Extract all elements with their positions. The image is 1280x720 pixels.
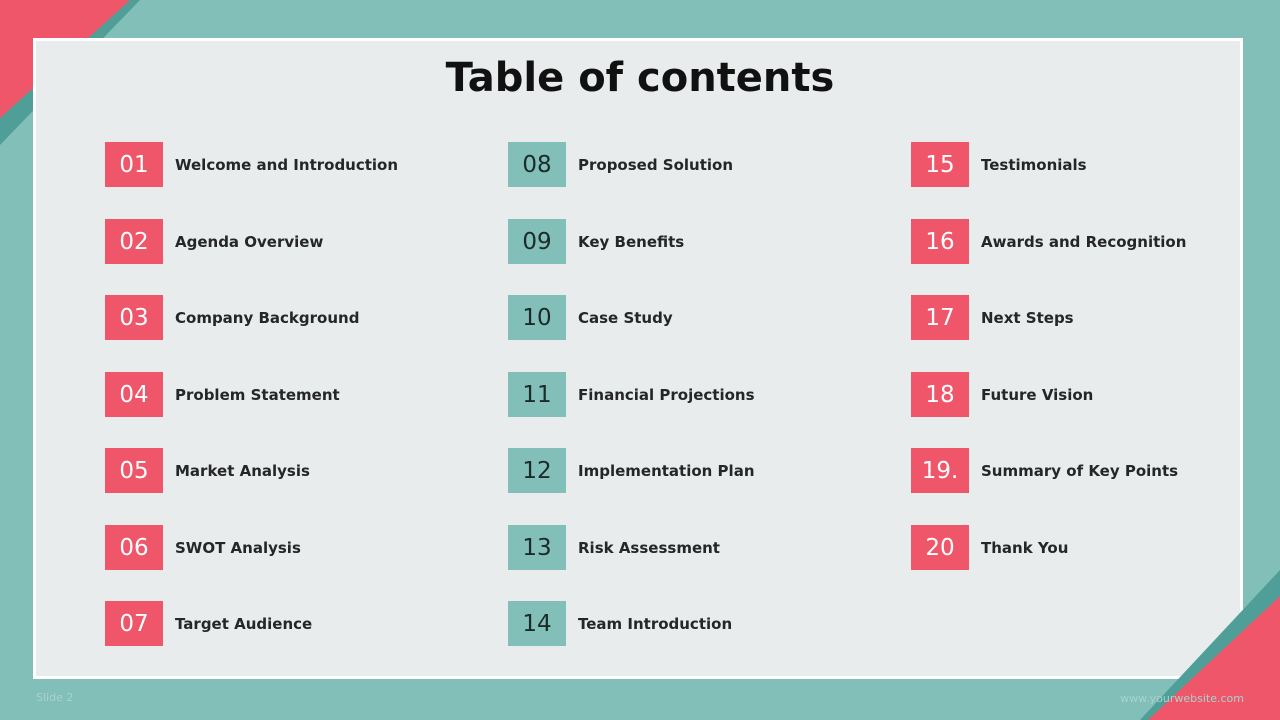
contents-item[interactable]: 03 Company Background <box>105 295 359 340</box>
item-label: Welcome and Introduction <box>175 155 399 174</box>
contents-item[interactable]: 02 Agenda Overview <box>105 219 323 264</box>
contents-item[interactable]: 18 Future Vision <box>911 372 1093 417</box>
item-label: SWOT Analysis <box>175 538 301 557</box>
contents-item[interactable]: 10 Case Study <box>508 295 673 340</box>
item-number-badge: 03 <box>105 295 163 340</box>
item-label: Implementation Plan <box>578 461 755 480</box>
contents-item[interactable]: 06 SWOT Analysis <box>105 525 301 570</box>
item-label: Risk Assessment <box>578 538 720 557</box>
item-number-badge: 10 <box>508 295 566 340</box>
item-label: Target Audience <box>175 614 313 633</box>
item-number-badge: 01 <box>105 142 163 187</box>
item-label: Awards and Recognition <box>981 232 1187 251</box>
item-label: Financial Projections <box>578 385 755 404</box>
item-label: Key Benefits <box>578 232 685 251</box>
contents-item[interactable]: 14 Team Introduction <box>508 601 732 646</box>
contents-item[interactable]: 09 Key Benefits <box>508 219 684 264</box>
item-number-badge: 09 <box>508 219 566 264</box>
contents-item[interactable]: 01 Welcome and Introduction <box>105 142 398 187</box>
contents-item[interactable]: 08 Proposed Solution <box>508 142 733 187</box>
item-label: Case Study <box>578 308 673 327</box>
contents-item[interactable]: 20 Thank You <box>911 525 1068 570</box>
item-number-badge: 04 <box>105 372 163 417</box>
item-label: Agenda Overview <box>175 232 324 251</box>
item-number-badge: 13 <box>508 525 566 570</box>
item-label: Market Analysis <box>175 461 310 480</box>
item-number-badge: 16 <box>911 219 969 264</box>
item-number-badge: 11 <box>508 372 566 417</box>
item-number-badge: 08 <box>508 142 566 187</box>
item-number-badge: 14 <box>508 601 566 646</box>
item-label: Problem Statement <box>175 385 340 404</box>
contents-item[interactable]: 15 Testimonials <box>911 142 1087 187</box>
item-label: Company Background <box>175 308 360 327</box>
item-number-badge: 02 <box>105 219 163 264</box>
contents-item[interactable]: 07 Target Audience <box>105 601 312 646</box>
item-number-badge: 18 <box>911 372 969 417</box>
content-panel <box>33 38 1243 679</box>
contents-item[interactable]: 16 Awards and Recognition <box>911 219 1186 264</box>
item-label: Thank You <box>981 538 1069 557</box>
page-title: Table of contents <box>445 55 835 101</box>
item-number-badge: 06 <box>105 525 163 570</box>
item-number-badge: 17 <box>911 295 969 340</box>
contents-item[interactable]: 13 Risk Assessment <box>508 525 720 570</box>
item-label: Summary of Key Points <box>981 461 1179 480</box>
item-number-badge: 12 <box>508 448 566 493</box>
slide-number: Slide 2 <box>36 691 74 704</box>
item-number-badge: 05 <box>105 448 163 493</box>
contents-item[interactable]: 12 Implementation Plan <box>508 448 755 493</box>
item-number-badge: 07 <box>105 601 163 646</box>
contents-item[interactable]: 05 Market Analysis <box>105 448 310 493</box>
item-number-badge: 15 <box>911 142 969 187</box>
contents-item[interactable]: 19. Summary of Key Points <box>911 448 1178 493</box>
item-number-badge: 20 <box>911 525 969 570</box>
contents-item[interactable]: 11 Financial Projections <box>508 372 755 417</box>
item-label: Team Introduction <box>578 614 733 633</box>
contents-item[interactable]: 04 Problem Statement <box>105 372 340 417</box>
contents-item[interactable]: 17 Next Steps <box>911 295 1074 340</box>
item-number-badge: 19. <box>911 448 969 493</box>
item-label: Proposed Solution <box>578 155 734 174</box>
item-label: Next Steps <box>981 308 1074 327</box>
item-label: Testimonials <box>981 155 1087 174</box>
item-label: Future Vision <box>981 385 1094 404</box>
website-link[interactable]: www.yourwebsite.com <box>1120 692 1244 705</box>
